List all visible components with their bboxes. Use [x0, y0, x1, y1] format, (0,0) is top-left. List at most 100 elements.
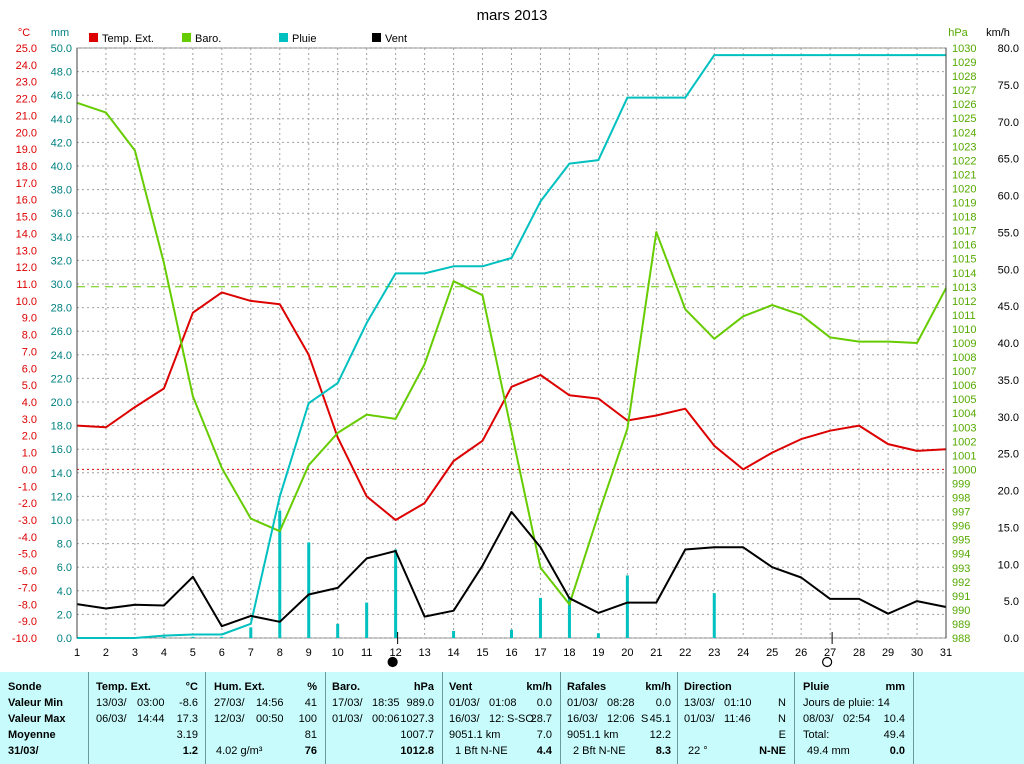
hum-max-time: 00:50 [256, 713, 284, 725]
wind-tick-label: 40.0 [998, 338, 1019, 350]
gust-unit: km/h [645, 681, 671, 693]
day-tick-label: 31 [940, 647, 952, 659]
wind-max-time: 12: [489, 713, 505, 725]
rain-bar [278, 510, 282, 638]
temp-tick-label: 3.0 [22, 414, 37, 426]
baro-tick-label: 1001 [952, 450, 976, 462]
rain-total-label: Total: [803, 729, 830, 741]
temp-mean: 3.19 [176, 729, 198, 741]
dir-current: N-NE [759, 745, 786, 757]
rain-current: 0.0 [889, 745, 905, 757]
weather-chart: mars 2013 -10.0-9.0-8.0-7.0-6.0-5.0-4.0-… [0, 0, 1024, 672]
baro-tick-label: 988 [952, 633, 970, 645]
legend-label: Vent [385, 33, 407, 45]
temp-unit: °C [185, 681, 198, 693]
day-tick-label: 13 [418, 647, 430, 659]
baro-tick-label: 1010 [952, 324, 976, 336]
baro-tick-label: 1020 [952, 183, 976, 195]
mm-tick-label: 28.0 [51, 303, 72, 315]
rain-bar [538, 597, 542, 638]
temp-tick-label: 1.0 [22, 448, 37, 460]
baro-tick-label: 1027 [952, 85, 976, 97]
daily-rain-bars [162, 510, 716, 638]
day-tick-label: 11 [361, 647, 372, 659]
summary-col-sonde: Sonde Valeur Min Valeur Max Moyenne 31/0… [0, 672, 88, 764]
rain-bar [365, 602, 369, 638]
day-tick-label: 20 [621, 647, 633, 659]
series-line-pluie [77, 54, 946, 639]
baro-tick-label: 1015 [952, 254, 976, 266]
mm-tick-label: 18.0 [51, 421, 72, 433]
chart-background [0, 0, 1024, 672]
mm-tick-label: 36.0 [51, 208, 72, 220]
baro-tick-label: 1011 [952, 310, 976, 322]
mm-tick-label: 38.0 [51, 185, 72, 197]
legend-swatch [89, 33, 98, 42]
baro-min-time: 18:35 [372, 697, 400, 709]
dir-title: Direction [684, 681, 732, 693]
day-tick-label: 9 [306, 647, 312, 659]
legend-swatch [372, 33, 381, 42]
mm-tick-label: 22.0 [51, 373, 72, 385]
day-tick-label: 22 [679, 647, 691, 659]
summary-col-baro: Baro. hPa 17/03/18:35 989.0 01/03/00:06 102… [325, 672, 442, 764]
dir-mean: E [778, 729, 786, 741]
wind-tick-label: 5.0 [1004, 596, 1019, 608]
baro-tick-label: 990 [952, 605, 970, 617]
baro-tick-label: 1009 [952, 338, 976, 350]
hum-min-date: 27/03/ [214, 697, 245, 709]
row-label-min: Valeur Min [8, 697, 64, 709]
wind-tick-label: 25.0 [998, 449, 1019, 461]
rain-days: Jours de pluie: 14 [803, 697, 890, 709]
baro-tick-label: 1022 [952, 155, 976, 167]
temp-tick-label: 0.0 [22, 464, 37, 476]
baro-tick-label: 1030 [952, 43, 976, 55]
mm-tick-label: 34.0 [51, 232, 72, 244]
dir-max-date: 01/03/ [684, 713, 715, 725]
summary-col-wind: Vent km/h 01/03/01:08 0.0 16/03/12: S-SO 28.… [442, 672, 560, 764]
mm-tick-label: 14.0 [51, 468, 72, 480]
baro-tick-label: 997 [952, 507, 970, 519]
day-tick-label: 14 [447, 647, 459, 659]
rain-bar [336, 623, 340, 638]
baro-tick-label: 991 [952, 591, 970, 603]
series-line-temp-ext [76, 291, 947, 521]
wind-tick-label: 80.0 [998, 43, 1019, 55]
day-tick-label: 26 [795, 647, 807, 659]
mm-tick-label: 50.0 [51, 43, 72, 55]
day-tick-label: 5 [190, 647, 196, 659]
mm-tick-label: 44.0 [51, 114, 72, 126]
temp-tick-label: 8.0 [22, 330, 37, 342]
baro-tick-label: 1008 [952, 352, 976, 364]
summary-col-gusts: Rafales km/h 01/03/08:28 0.0 16/03/12:06 S 4… [560, 672, 677, 764]
rain-bar [596, 633, 600, 638]
baro-tick-label: 995 [952, 535, 970, 547]
mm-tick-label: 26.0 [51, 326, 72, 338]
temp-tick-label: 20.0 [16, 127, 37, 139]
dir-min-value: N [778, 697, 786, 709]
temp-tick-label: -1.0 [18, 481, 37, 493]
mm-tick-label: 24.0 [51, 350, 72, 362]
temp-tick-label: 7.0 [22, 346, 37, 358]
day-tick-label: 30 [911, 647, 923, 659]
rain-bar [452, 630, 456, 638]
mm-tick-label: 0.0 [57, 633, 72, 645]
baro-tick-label: 1000 [952, 464, 976, 476]
wind-min-date: 01/03/ [449, 697, 480, 709]
wind-tick-label: 30.0 [998, 412, 1019, 424]
row-label-max: Valeur Max [8, 713, 66, 725]
baro-min-date: 17/03/ [332, 697, 363, 709]
wind-tick-label: 20.0 [998, 486, 1019, 498]
temp-tick-label: 2.0 [22, 431, 37, 443]
temp-tick-label: -6.0 [18, 566, 37, 578]
temp-tick-label: 9.0 [22, 313, 37, 325]
axes: -10.0 -9.0 -8.0 -7.0 -6.0 -5.0 -4.0 -3.0 -2.0 -1.… [12, 27, 1019, 659]
wind-tick-label: 55.0 [998, 227, 1019, 239]
series-lines [76, 54, 947, 639]
day-tick-label: 25 [766, 647, 778, 659]
full-moon-icon [822, 656, 833, 668]
wind-tick-label: 0.0 [1004, 633, 1019, 645]
baro-tick-label: 992 [952, 577, 970, 589]
dir-max-time: 11:46 [724, 713, 751, 725]
temp-tick-label: 22.0 [16, 94, 37, 106]
